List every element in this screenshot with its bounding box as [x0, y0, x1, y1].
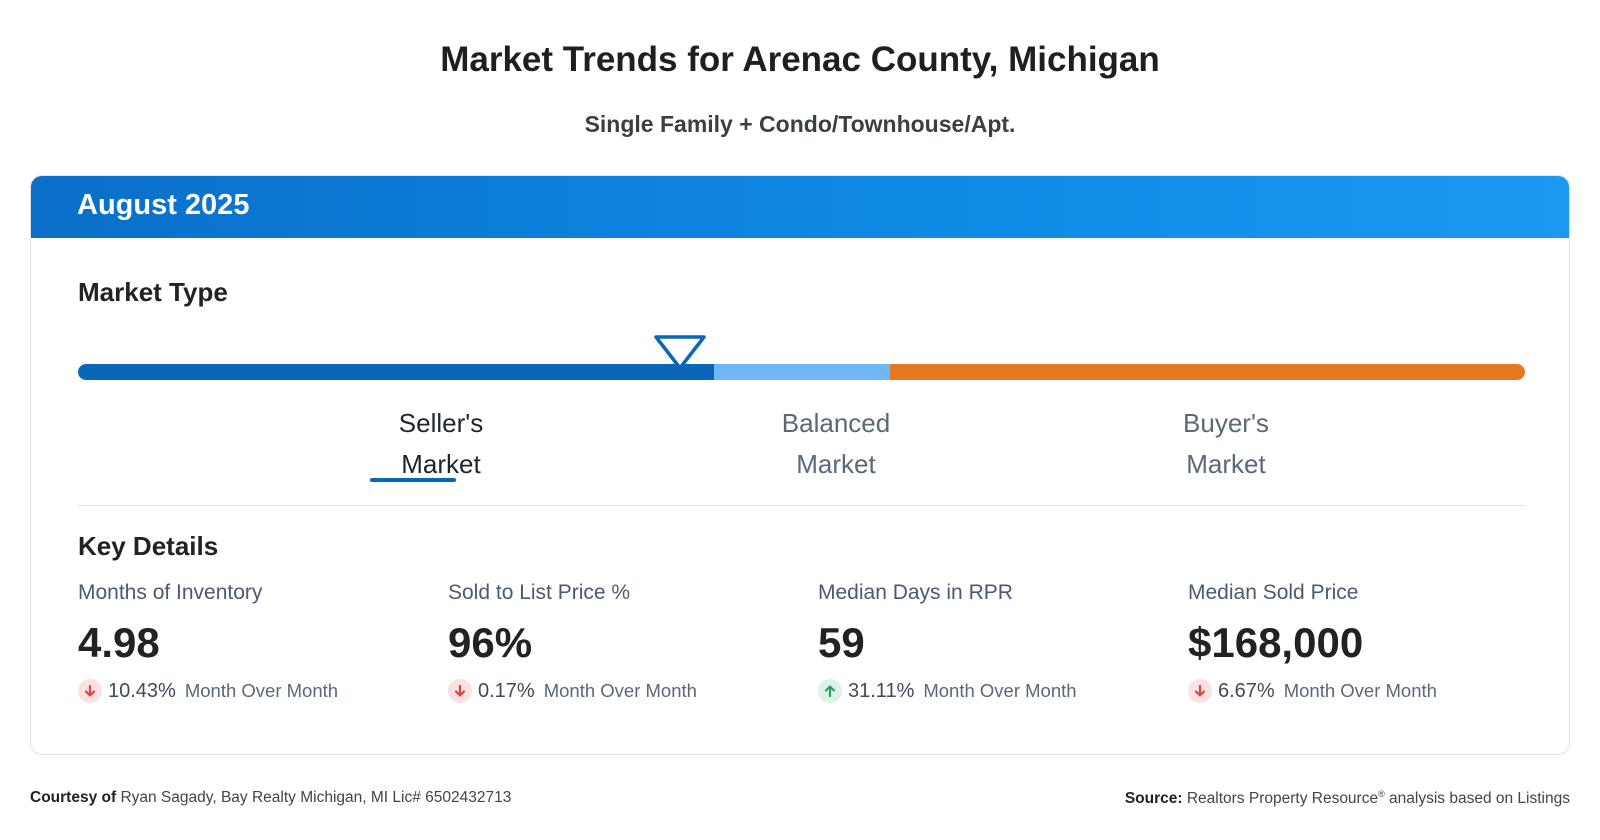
metric-change: 6.67% Month Over Month [1188, 679, 1548, 703]
tab-sellers-market[interactable]: Seller's Market [361, 403, 521, 485]
buyers-market-line2: Market [1186, 449, 1266, 479]
change-percent: 6.67% [1218, 679, 1275, 702]
metric-value: 59 [818, 619, 865, 666]
market-type-title: Market Type [78, 277, 228, 307]
metric-label: Median Sold Price [1188, 581, 1359, 604]
source-label: Source: [1124, 790, 1183, 808]
arrow-down-icon [448, 679, 472, 703]
period-header: August 2025 [31, 176, 1569, 238]
metric-value: 96% [448, 619, 533, 666]
source-suffix: analysis based on Listings [1389, 790, 1570, 808]
metric-value: 4.98 [78, 619, 160, 666]
metric-value: $168,000 [1188, 619, 1364, 666]
metric-label: Median Days in RPR [818, 581, 1013, 604]
metric-label: Sold to List Price % [448, 581, 631, 604]
seller-segment [78, 364, 714, 380]
metric-change: 10.43% Month Over Month [78, 679, 438, 703]
tab-buyers-market[interactable]: Buyer's Market [1121, 403, 1331, 485]
tab-balanced-market[interactable]: Balanced Market [731, 403, 941, 485]
metric-sold-to-list-price: Sold to List Price % 96% 0.17% Month Ove… [448, 581, 808, 703]
change-percent: 0.17% [478, 679, 535, 702]
source-text: Realtors Property Resource [1186, 790, 1379, 808]
key-details-title: Key Details [78, 531, 219, 561]
selected-market-underline [370, 478, 456, 482]
sellers-market-line1: Seller's [398, 408, 484, 438]
market-position-marker-icon [654, 335, 706, 370]
source-footer: Source: Realtors Property Resource® anal… [1125, 789, 1570, 808]
metric-label: Months of Inventory [78, 581, 263, 604]
market-type-bar [78, 364, 1525, 380]
change-period: Month Over Month [543, 680, 697, 701]
arrow-down-icon [78, 679, 102, 703]
metric-months-of-inventory: Months of Inventory 4.98 10.43% Month Ov… [78, 581, 438, 703]
balanced-market-line2: Market [796, 449, 876, 479]
change-percent: 10.43% [108, 679, 176, 702]
balanced-market-line1: Balanced [781, 408, 891, 438]
change-percent: 31.11% [848, 679, 915, 702]
section-divider [78, 505, 1525, 506]
page-subtitle: Single Family + Condo/Townhouse/Apt. [584, 111, 1016, 137]
change-period: Month Over Month [923, 680, 1077, 701]
market-card: August 2025 Market Type Seller's Market … [30, 175, 1570, 755]
courtesy-label: Courtesy of [30, 789, 117, 806]
registered-mark: ® [1378, 789, 1385, 799]
metric-change: 0.17% Month Over Month [448, 679, 808, 703]
metric-median-days-in-rpr: Median Days in RPR 59 31.11% Month Over … [818, 581, 1178, 703]
buyer-segment [890, 364, 1525, 380]
courtesy-text: Ryan Sagady, Bay Realty Michigan, MI Lic… [120, 789, 512, 806]
page-title: Market Trends for Arenac County, Michiga… [440, 40, 1160, 79]
balanced-segment [714, 364, 890, 380]
metric-change: 31.11% Month Over Month [818, 679, 1178, 703]
change-period: Month Over Month [184, 680, 339, 701]
arrow-up-icon [818, 679, 842, 703]
metric-median-sold-price: Median Sold Price $168,000 6.67% Month O… [1188, 581, 1548, 703]
courtesy-footer: Courtesy of Ryan Sagady, Bay Realty Mich… [30, 789, 511, 807]
arrow-down-icon [1188, 679, 1212, 703]
change-period: Month Over Month [1283, 680, 1437, 701]
sellers-market-line2: Market [401, 449, 481, 479]
buyers-market-line1: Buyer's [1183, 408, 1269, 438]
